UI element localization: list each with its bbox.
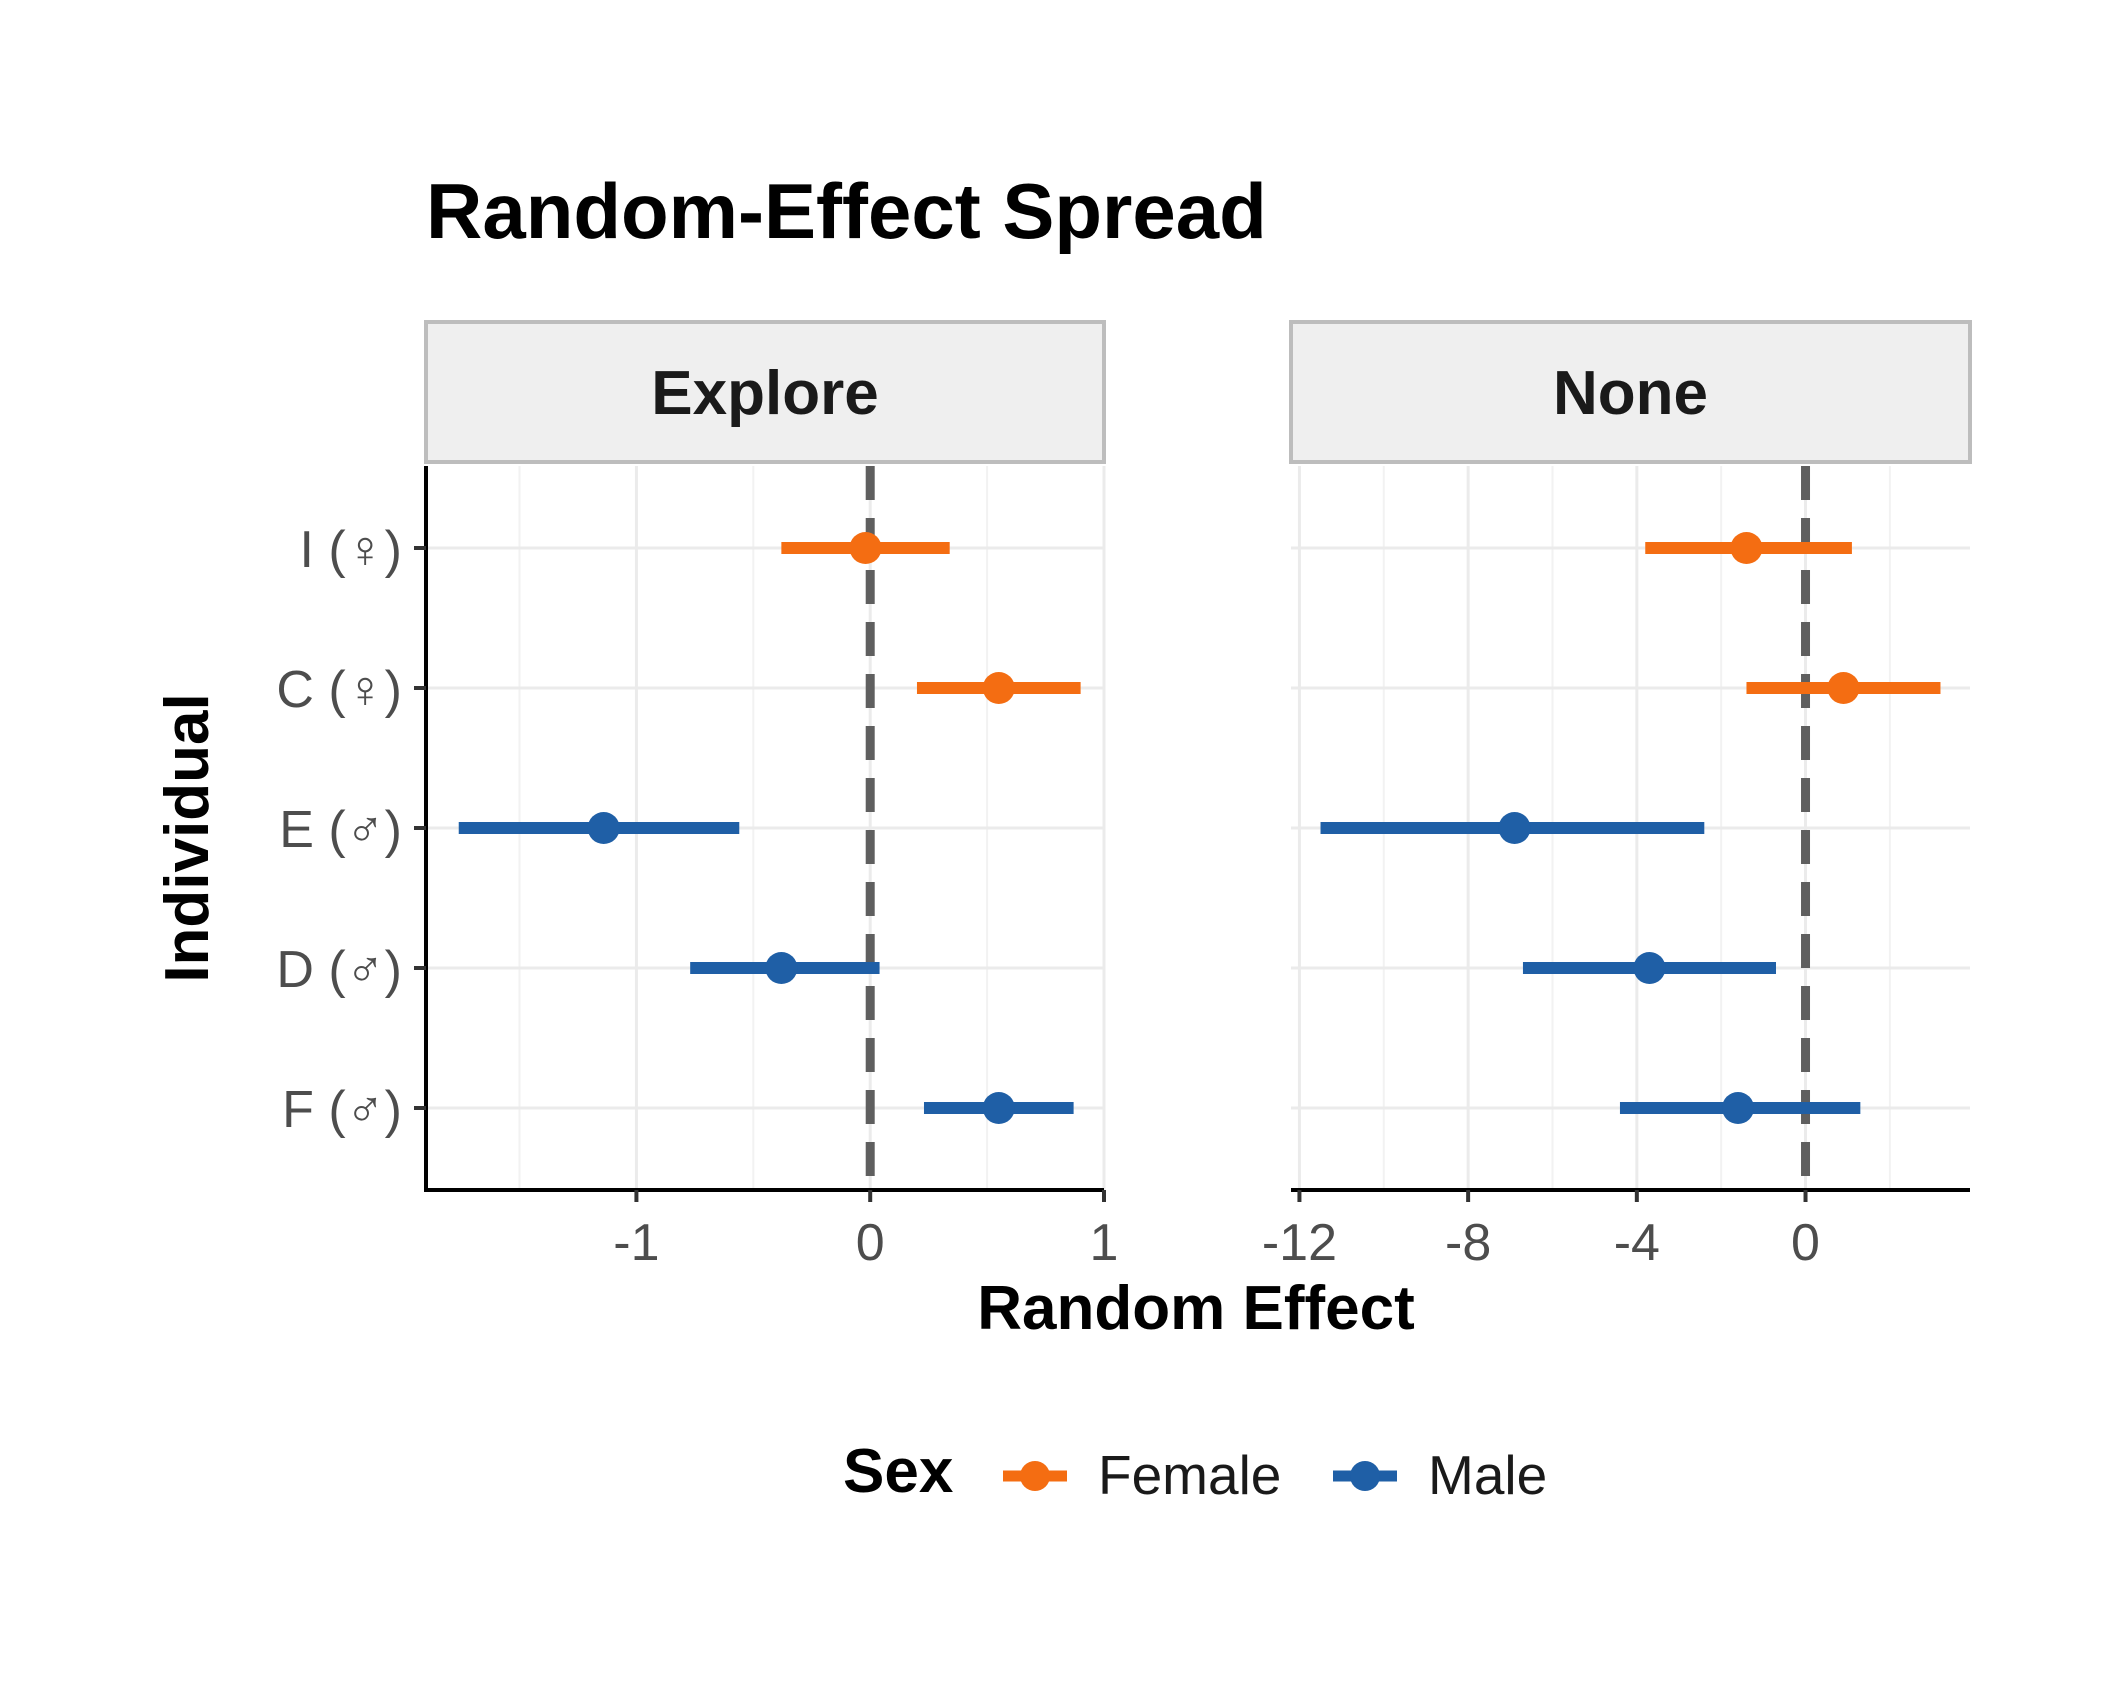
legend-title: Sex: [843, 1437, 954, 1506]
y-tick-label: D (♂): [276, 941, 402, 999]
x-tick-label: -12: [1262, 1214, 1337, 1272]
y-axis-title: Individual: [153, 693, 222, 982]
x-tick-label: 1: [1090, 1214, 1119, 1272]
legend: Sex Female Male: [843, 1437, 1547, 1506]
estimate-point: [1730, 532, 1763, 564]
x-tick-label: -1: [613, 1214, 659, 1272]
y-tick-label: E (♂): [279, 801, 402, 859]
strip-label: None: [1553, 359, 1708, 428]
estimate-point: [849, 532, 882, 564]
strip-label: Explore: [651, 359, 878, 428]
chart-title: Random-Effect Spread: [426, 167, 1267, 255]
estimate-point: [765, 952, 798, 984]
estimate-point: [1722, 1092, 1755, 1124]
estimate-point: [1633, 952, 1666, 984]
x-axis-title: Random Effect: [977, 1274, 1414, 1343]
estimate-point: [982, 1092, 1015, 1124]
x-tick-label: 0: [1791, 1214, 1820, 1272]
legend-item-male: Male: [1333, 1444, 1547, 1506]
x-tick-label: -8: [1445, 1214, 1491, 1272]
strip-header: [424, 320, 1106, 464]
y-tick-label: I (♀): [299, 521, 402, 579]
legend-item-female: Female: [1003, 1444, 1281, 1506]
legend-key-point: [1020, 1461, 1050, 1491]
legend-key-point: [1350, 1461, 1380, 1491]
panel-none: None -12 -8 -4 0: [1262, 320, 1972, 1272]
legend-label: Female: [1098, 1444, 1281, 1506]
x-tick-label: -4: [1614, 1214, 1660, 1272]
strip-header: [1289, 320, 1972, 464]
y-tick-label: F (♂): [282, 1081, 402, 1139]
estimate-point: [982, 672, 1015, 704]
chart-panels: Explore -1 0 1 I (♀) C (♀) E (♂) D (♂) F (♂) None…: [276, 320, 1972, 1272]
legend-items: Female Male: [1003, 1444, 1547, 1506]
x-tick-label: 0: [856, 1214, 885, 1272]
y-tick-label: C (♀): [276, 661, 402, 719]
estimate-point: [1827, 672, 1860, 704]
legend-label: Male: [1428, 1444, 1547, 1506]
panel-explore: Explore -1 0 1 I (♀) C (♀) E (♂) D (♂) F (♂): [276, 320, 1119, 1272]
estimate-point: [1498, 812, 1531, 844]
estimate-point: [587, 812, 620, 844]
